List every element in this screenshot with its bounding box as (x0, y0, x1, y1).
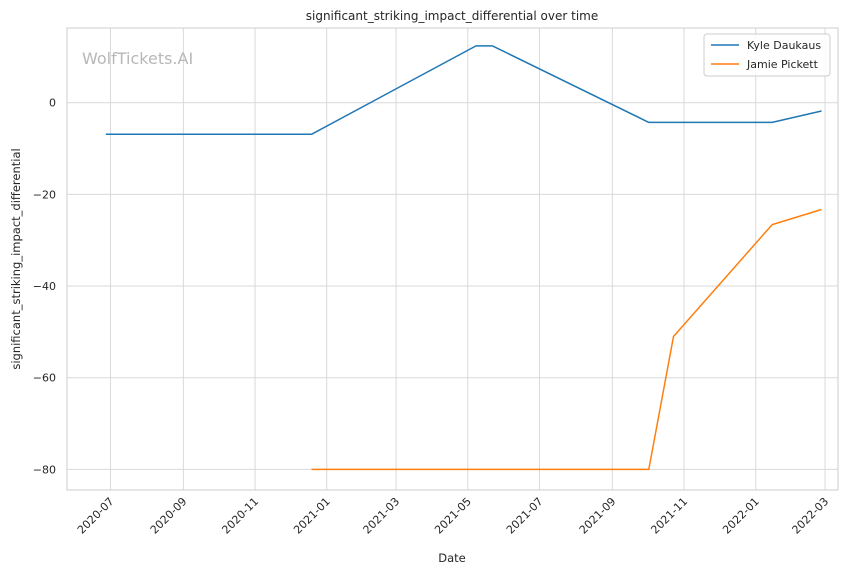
grid (67, 28, 838, 490)
legend: Kyle Daukaus Jamie Pickett (703, 33, 831, 77)
y-tick-label: 0 (49, 97, 56, 110)
plot-frame (66, 27, 839, 491)
y-tick-label: −80 (33, 463, 56, 476)
series-line (311, 208, 822, 471)
y-tick-label: −40 (33, 280, 56, 293)
series-lines (105, 45, 822, 471)
x-axis-label: Date (438, 551, 466, 565)
chart-title: significant_striking_impact_differential… (306, 9, 598, 23)
series-line (105, 45, 822, 136)
y-axis-label: significant_striking_impact_differential (9, 148, 23, 369)
y-tick-label: −20 (33, 188, 56, 201)
y-tick-labels: 0 −20 −40 −60 −80 (33, 97, 56, 477)
legend-entry: Kyle Daukaus (747, 39, 821, 52)
y-tick-label: −60 (33, 372, 56, 385)
legend-entry: Jamie Pickett (746, 58, 819, 71)
watermark: WolfTickets.AI (82, 49, 193, 68)
